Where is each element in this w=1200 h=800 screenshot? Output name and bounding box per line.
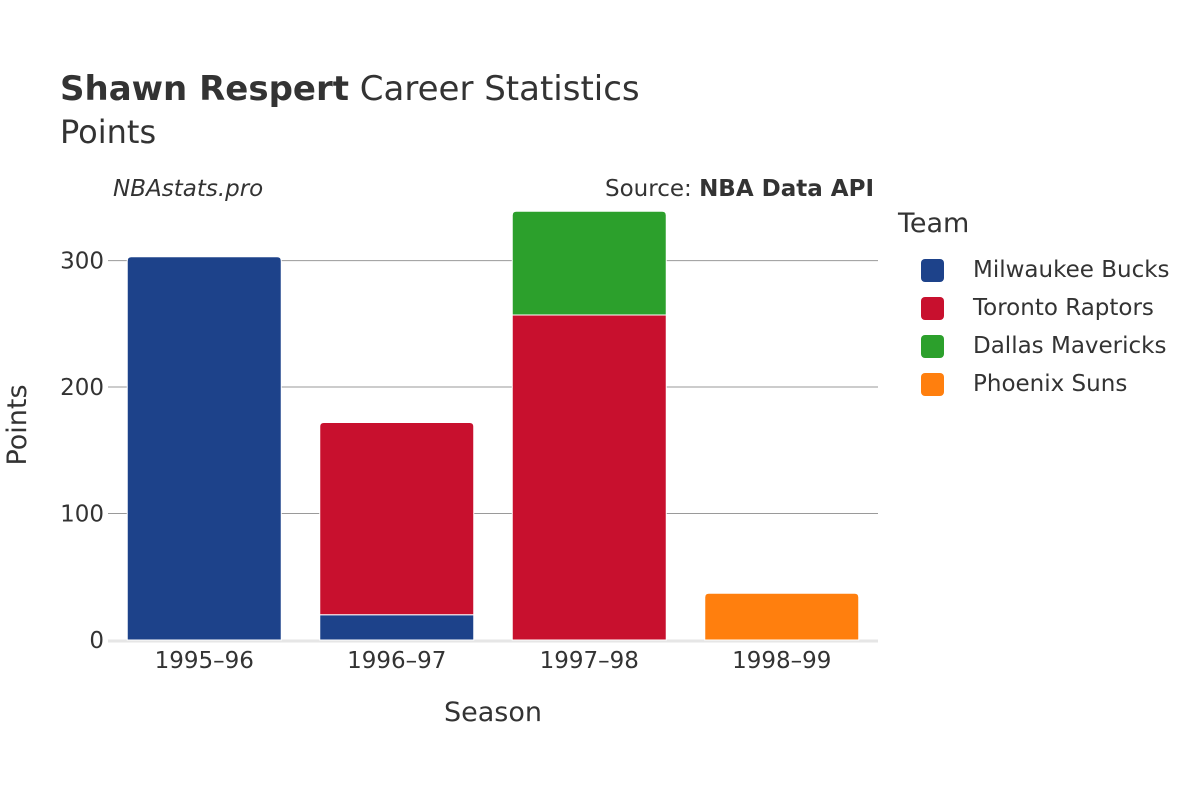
x-tick-label: 1997–98	[540, 648, 639, 674]
legend-items: Milwaukee Bucks Toronto Raptors Dallas Mav…	[898, 251, 1170, 403]
legend-label: Dallas Mavericks	[973, 333, 1167, 359]
chart-subtitle: Points	[60, 113, 157, 151]
bar-dallas-mavericks-1997–98	[511, 210, 667, 316]
y-tick-label: 0	[89, 628, 104, 654]
bar-milwaukee-bucks-1995–96	[126, 256, 282, 641]
legend-item-phoenix-suns[interactable]: Phoenix Suns	[921, 365, 1170, 403]
x-tick-label: 1998–99	[732, 648, 831, 674]
legend-swatch	[921, 296, 944, 320]
legend-label: Toronto Raptors	[973, 295, 1154, 321]
chart-title-rest: Career Statistics	[359, 69, 640, 109]
bar-toronto-raptors-1996–97	[319, 421, 475, 616]
legend: Team Milwaukee Bucks Toronto Raptors Dalla…	[898, 208, 1170, 403]
y-tick-label: 300	[60, 249, 104, 275]
bar-milwaukee-bucks-1996–97	[319, 614, 475, 641]
x-axis-title: Season	[444, 697, 542, 728]
chart-title-player: Shawn Respert	[60, 69, 349, 109]
y-tick-label: 200	[60, 375, 104, 401]
legend-label: Phoenix Suns	[973, 371, 1128, 397]
source-prefix: Source:	[605, 176, 700, 202]
legend-item-milwaukee-bucks[interactable]: Milwaukee Bucks	[921, 251, 1170, 289]
bar-phoenix-suns-1998–99	[704, 592, 860, 641]
y-tick-label: 100	[60, 502, 104, 528]
bar-toronto-raptors-1997–98	[511, 314, 667, 641]
source-credit: Source: NBA Data API	[605, 176, 874, 202]
x-tick-label: 1995–96	[155, 648, 254, 674]
y-axis-title: Points	[2, 384, 33, 465]
legend-item-dallas-mavericks[interactable]: Dallas Mavericks	[921, 327, 1170, 365]
legend-title: Team	[898, 208, 970, 239]
legend-item-toronto-raptors[interactable]: Toronto Raptors	[921, 289, 1170, 327]
legend-swatch	[921, 372, 944, 396]
legend-label: Milwaukee Bucks	[973, 257, 1170, 283]
x-tick-label: 1996–97	[347, 648, 446, 674]
chart-title: Shawn Respert Career Statistics	[60, 68, 640, 110]
legend-swatch	[921, 334, 944, 358]
legend-swatch	[921, 258, 944, 282]
source-name: NBA Data API	[699, 176, 874, 202]
watermark: NBAstats.pro	[113, 176, 264, 202]
